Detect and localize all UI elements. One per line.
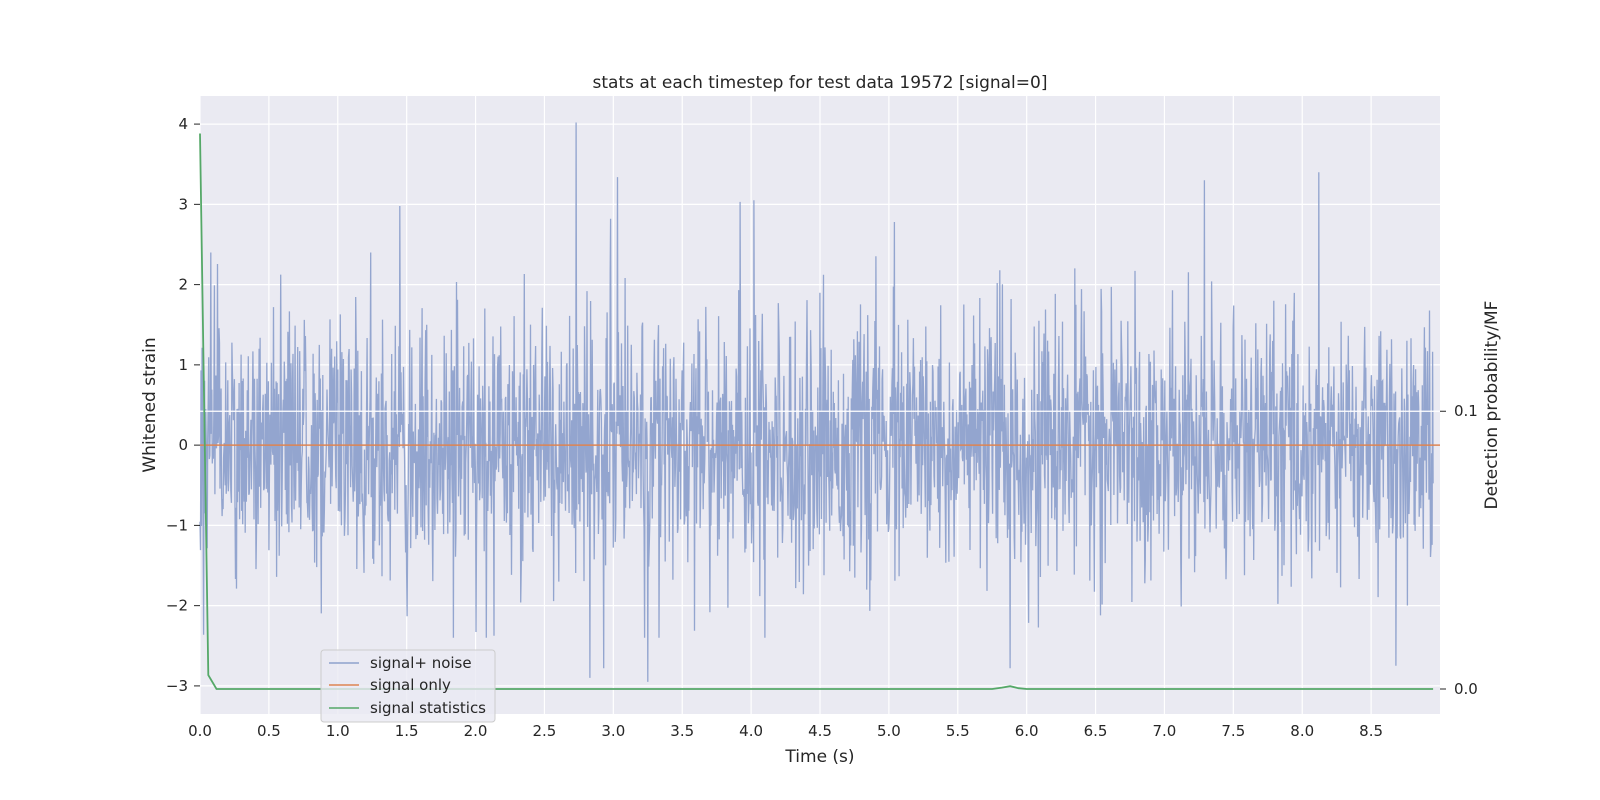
y-tick-label: −1 [166, 516, 188, 534]
y-tick-label: 0 [178, 436, 188, 454]
y2-tick-label: 0.1 [1454, 402, 1478, 420]
x-tick-label: 5.5 [946, 722, 970, 740]
x-tick-label: 3.0 [601, 722, 625, 740]
x-tick-label: 1.5 [395, 722, 419, 740]
y-tick-label: 1 [178, 356, 188, 374]
y2-axis-label: Detection probability/MF [1482, 301, 1502, 510]
series-signal-statistics-line [199, 133, 1434, 690]
x-tick-label: 7.0 [1153, 722, 1177, 740]
data-layer [199, 122, 1440, 690]
y-tick-label: 4 [178, 115, 188, 133]
x-tick-label: 3.5 [670, 722, 694, 740]
y-tick-label: 2 [178, 276, 188, 294]
x-tick-label: 8.0 [1290, 722, 1314, 740]
y-tick-label: −2 [166, 597, 188, 615]
y-tick-label: 3 [178, 195, 188, 213]
legend-label-signal-only: signal only [370, 676, 451, 694]
x-tick-label: 6.5 [1084, 722, 1108, 740]
x-tick-label: 0.5 [257, 722, 281, 740]
x-axis-label: Time (s) [784, 747, 854, 767]
legend-label-signal-statistics: signal statistics [370, 699, 486, 717]
axes: 0.0 0.5 1.0 1.5 2.0 2.5 3.0 3.5 4.0 4.5 5.0 5.5 6.0 6… [166, 115, 1478, 740]
series-signal-noise-line [199, 122, 1434, 682]
x-tick-label: 4.0 [739, 722, 763, 740]
x-tick-label: 2.5 [533, 722, 557, 740]
x-tick-label: 7.5 [1221, 722, 1245, 740]
x-tick-label: 5.0 [877, 722, 901, 740]
legend-label-signal-noise: signal+ noise [370, 654, 472, 672]
legend: signal+ noise signal only signal statist… [320, 649, 496, 723]
y-axis-label: Whitened strain [140, 337, 160, 472]
y2-tick-label: 0.0 [1454, 680, 1478, 698]
x-tick-label: 2.0 [464, 722, 488, 740]
x-tick-label: 6.0 [1015, 722, 1039, 740]
x-tick-label: 0.0 [188, 722, 212, 740]
legend-box [320, 649, 496, 723]
x-tick-label: 4.5 [808, 722, 832, 740]
chart-title: stats at each timestep for test data 195… [593, 73, 1048, 93]
x-tick-label: 1.0 [326, 722, 350, 740]
x-tick-label: 8.5 [1359, 722, 1383, 740]
y-tick-label: −3 [166, 677, 188, 695]
